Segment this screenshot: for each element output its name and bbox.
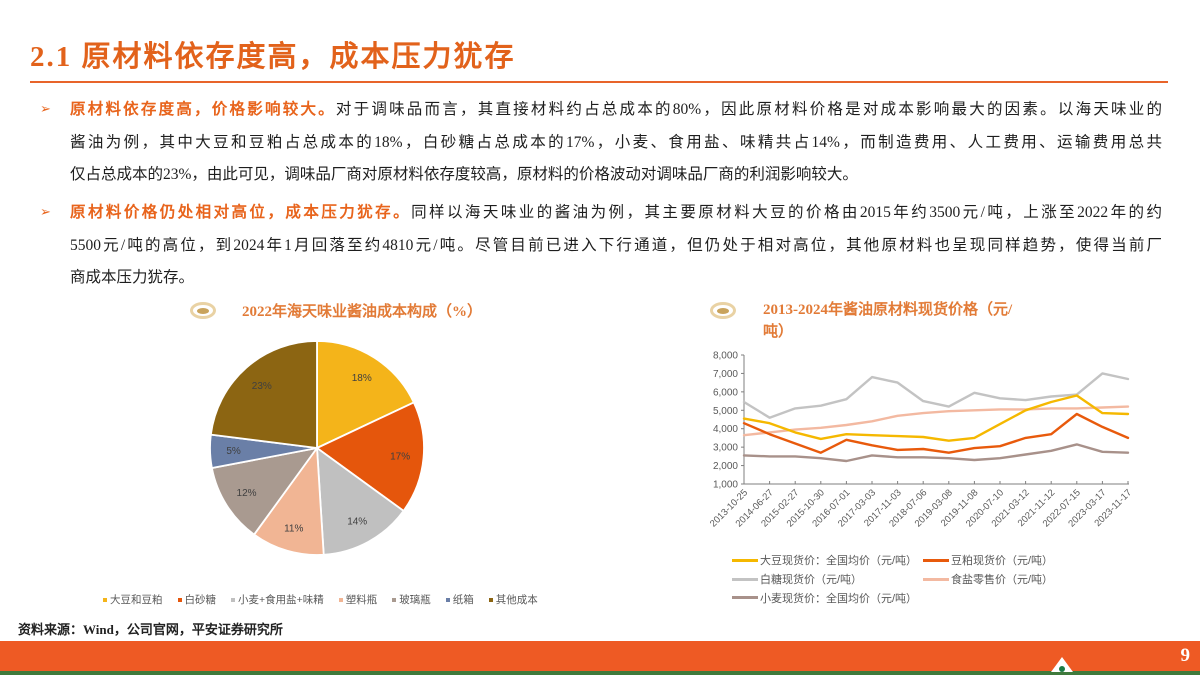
- y-tick-label: 3,000: [713, 443, 738, 454]
- y-tick-label: 2,000: [713, 461, 738, 472]
- pie-slice-label: 12%: [237, 488, 257, 499]
- legend-item: 纸箱: [445, 592, 474, 607]
- legend-label: 纸箱: [452, 594, 474, 606]
- bullet-text: 酱油为例，其中大豆和豆粕占总成本的18%，白砂糖占总成本的17%，小麦、食用盐、…: [70, 133, 1162, 151]
- pie-chart-title: 2022年海天味业酱油成本构成（%）: [242, 304, 483, 320]
- legend-marker: [338, 597, 343, 602]
- y-tick-label: 4,000: [713, 424, 738, 435]
- bullet-text: 对于调味品而言，其直接材料约占总成本的80%，因此原材料价格是对成本影响最大的因…: [335, 101, 1162, 118]
- pie-slice-label: 14%: [347, 517, 367, 528]
- y-tick-label: 7,000: [713, 369, 738, 380]
- legend-label: 豆粕现货价（元/吨）: [951, 555, 1054, 568]
- y-tick-label: 6,000: [713, 387, 738, 398]
- bullet-line: ➢ 原材料依存度高，价格影响较大。对于调味品而言，其直接材料约占总成本的80%，因…: [40, 94, 1162, 127]
- pie-slice-label: 5%: [226, 446, 241, 457]
- bullet-point-2: ➢ 原材料价格仍处相对高位，成本压力犹存。同样以海天味业的酱油为例，其主要原材料大…: [40, 197, 1162, 295]
- bullet-line: ➢ 原材料价格仍处相对高位，成本压力犹存。同样以海天味业的酱油为例，其主要原材料大…: [40, 197, 1162, 230]
- legend-item: 白砂糖: [177, 592, 217, 607]
- arrow-bullet-icon: ➢: [40, 205, 51, 220]
- pie-legend: 大豆和豆粕 白砂糖 小麦+食用盐+味精 塑料瓶 玻璃瓶 纸箱 其他成本: [103, 592, 538, 607]
- legend-marker: [103, 597, 107, 602]
- bullet-heading: 原材料价格仍处相对高位，成本压力犹存。: [70, 204, 412, 221]
- pie-slice: [316, 340, 416, 450]
- legend-label: 白糖现货价（元/吨）: [760, 574, 863, 587]
- pie-slice: [209, 340, 318, 450]
- legend-label: 其他成本: [495, 594, 538, 606]
- legend-label: 大豆和豆粕: [110, 594, 163, 606]
- footer-green-line: [0, 671, 1200, 675]
- pie-chart: 18% 17% 14% 11% 12% 5% 23%: [209, 340, 425, 556]
- legend-item: 食盐零售价（元/吨）: [923, 570, 1053, 589]
- legend-label: 塑料瓶: [345, 594, 378, 606]
- legend-line-swatch: [732, 558, 758, 562]
- legend-item: 白糖现货价（元/吨）: [732, 570, 923, 589]
- bullet-text: 5500元/吨的高位，到2024年1月回落至约4810元/吨。尽管目前已进入下行…: [70, 236, 1162, 254]
- legend-item: 小麦+食用盐+味精: [231, 592, 324, 607]
- legend-label: 大豆现货价：全国均价（元/吨）: [760, 555, 918, 568]
- y-tick-label: 5,000: [713, 406, 738, 417]
- legend-item: 塑料瓶: [338, 592, 378, 607]
- target-circle-icon: [190, 302, 216, 319]
- legend-marker: [231, 597, 235, 602]
- bullet-heading: 原材料依存度高，价格影响较大。: [70, 101, 336, 118]
- y-tick-label: 8,000: [713, 351, 738, 362]
- series-line: [742, 412, 1130, 454]
- legend-line-swatch: [923, 577, 949, 581]
- pie-slice: [210, 446, 320, 536]
- legend-marker: [392, 597, 397, 602]
- legend-label: 白砂糖: [184, 594, 217, 606]
- footer-bar: 9: [0, 641, 1200, 671]
- pie-slice-label: 23%: [252, 381, 272, 392]
- pie-slice-label: 18%: [352, 373, 372, 384]
- title-divider: [30, 81, 1168, 83]
- legend-item: 玻璃瓶: [392, 592, 431, 607]
- legend-label: 食盐零售价（元/吨）: [951, 574, 1054, 587]
- pie-slice: [315, 446, 405, 556]
- series-line: [742, 372, 1130, 419]
- series-line: [742, 394, 1130, 442]
- page-number: 9: [1180, 645, 1191, 666]
- series-line: [742, 443, 1130, 463]
- company-logo-dot-icon: [1059, 666, 1065, 672]
- bullet-line: 5500元/吨的高位，到2024年1月回落至约4810元/吨。尽管目前已进入下行…: [40, 230, 1162, 263]
- target-circle-icon: [710, 302, 736, 319]
- legend-line-swatch: [923, 558, 949, 562]
- legend-item: 大豆现货价：全国均价（元/吨）: [732, 551, 923, 570]
- legend-label: 小麦现货价：全国均价（元/吨）: [760, 592, 918, 605]
- bullet-text: 商成本压力犹存。: [70, 269, 195, 286]
- page-title: 2.1 原材料依存度高，成本压力犹存: [30, 41, 516, 73]
- bullet-line: 仅占总成本的23%，由此可见，调味品厂商对原材料依存度较高，原材料的价格波动对调…: [40, 159, 1162, 192]
- legend-item: 大豆和豆粕: [103, 592, 163, 607]
- legend-marker: [488, 597, 493, 602]
- legend-line-swatch: [732, 596, 758, 600]
- legend-line-swatch: [732, 577, 758, 581]
- data-source-note: 资料来源：Wind，公司官网，平安证券研究所: [18, 622, 283, 637]
- legend-label: 小麦+食用盐+味精: [238, 594, 324, 606]
- y-tick-label: 1,000: [713, 480, 738, 491]
- bullet-text: 同样以海天味业的酱油为例，其主要原材料大豆的价格由2015年约3500元/吨，上…: [411, 204, 1162, 221]
- legend-item: 其他成本: [488, 592, 538, 607]
- legend-label: 玻璃瓶: [399, 594, 431, 606]
- bullet-text: 仅占总成本的23%，由此可见，调味品厂商对原材料依存度较高，原材料的价格波动对调…: [70, 166, 858, 183]
- legend-item: 小麦现货价：全国均价（元/吨）: [732, 588, 923, 607]
- series-line: [742, 405, 1130, 437]
- bullet-point-1: ➢ 原材料依存度高，价格影响较大。对于调味品而言，其直接材料约占总成本的80%，因…: [40, 94, 1162, 192]
- line-chart-title-line1: 2013-2024年酱油原材料现货价格（元/: [763, 302, 1013, 318]
- line-chart: 1,000 2,000 3,000 4,000 5,000 6,000 7,000 8,000…: [708, 351, 1134, 530]
- pie-slice-label: 11%: [284, 524, 303, 535]
- pie-slice: [315, 401, 425, 513]
- line-chart-title: 2013-2024年酱油原材料现货价格（元/ 吨）: [763, 299, 1012, 343]
- pie-slice: [252, 445, 325, 556]
- arrow-bullet-icon: ➢: [40, 102, 51, 117]
- bullet-line: 酱油为例，其中大豆和豆粕占总成本的18%，白砂糖占总成本的17%，小麦、食用盐、…: [40, 127, 1162, 160]
- bullet-line: 商成本压力犹存。: [40, 262, 1162, 295]
- company-logo-icon: [1051, 657, 1073, 672]
- legend-marker: [445, 597, 450, 602]
- line-chart-title-line2: 吨）: [763, 324, 794, 340]
- pie-slice-label: 17%: [390, 451, 410, 462]
- legend-item: 豆粕现货价（元/吨）: [923, 551, 1053, 570]
- line-legend: 大豆现货价：全国均价（元/吨） 豆粕现货价（元/吨） 白糖现货价（元/吨） 食盐…: [732, 551, 1053, 607]
- legend-marker: [177, 597, 182, 602]
